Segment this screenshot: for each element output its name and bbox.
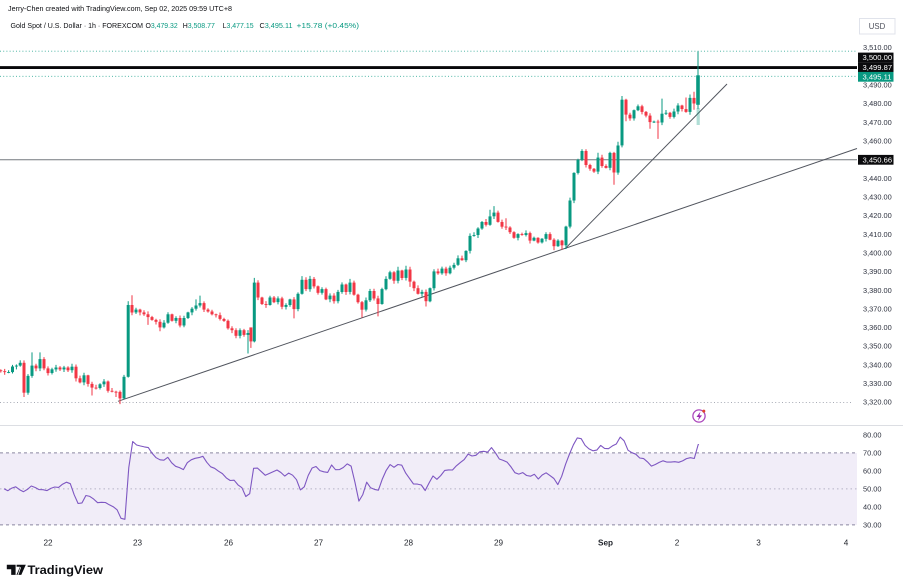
svg-text:50.00: 50.00 (863, 485, 882, 494)
svg-text:3,450.66: 3,450.66 (863, 156, 893, 165)
svg-text:3,400.00: 3,400.00 (863, 248, 892, 257)
svg-text:USD: USD (869, 22, 886, 31)
svg-text:3,430.00: 3,430.00 (863, 193, 892, 202)
svg-text:70.00: 70.00 (863, 449, 882, 458)
svg-text:3,390.00: 3,390.00 (863, 267, 892, 276)
svg-text:29: 29 (494, 539, 504, 548)
svg-text:3,510.00: 3,510.00 (863, 43, 892, 52)
svg-text:3,410.00: 3,410.00 (863, 230, 892, 239)
svg-text:26: 26 (224, 539, 234, 548)
svg-text:3,460.00: 3,460.00 (863, 137, 892, 146)
svg-text:+15.78 (+0.45%): +15.78 (+0.45%) (297, 21, 360, 30)
svg-text:3,350.00: 3,350.00 (863, 342, 892, 351)
svg-text:27: 27 (314, 539, 324, 548)
svg-text:Gold Spot / U.S. Dollar · 1h ·: Gold Spot / U.S. Dollar · 1h · FOREXCOM (11, 21, 144, 30)
svg-text:3,499.87: 3,499.87 (863, 63, 893, 72)
svg-text:3,470.00: 3,470.00 (863, 118, 892, 127)
svg-text:40.00: 40.00 (863, 503, 882, 512)
svg-text:30.00: 30.00 (863, 521, 882, 530)
svg-text:Sep: Sep (598, 539, 613, 548)
svg-text:3,495.11: 3,495.11 (863, 73, 892, 82)
svg-text:22: 22 (43, 539, 53, 548)
svg-text:3,340.00: 3,340.00 (863, 360, 892, 369)
svg-text:3,420.00: 3,420.00 (863, 211, 892, 220)
svg-text:H3,508.77: H3,508.77 (183, 21, 215, 30)
svg-text:3: 3 (756, 539, 761, 548)
svg-text:O3,479.32: O3,479.32 (146, 21, 178, 30)
svg-text:28: 28 (404, 539, 414, 548)
svg-text:3,370.00: 3,370.00 (863, 304, 892, 313)
svg-text:3,360.00: 3,360.00 (863, 323, 892, 332)
svg-text:60.00: 60.00 (863, 467, 882, 476)
svg-text:2: 2 (675, 539, 680, 548)
svg-text:3,320.00: 3,320.00 (863, 398, 892, 407)
svg-text:3,440.00: 3,440.00 (863, 174, 892, 183)
svg-text:4: 4 (844, 539, 849, 548)
svg-text:Jerry-Chen created with Tradin: Jerry-Chen created with TradingView.com,… (8, 4, 232, 13)
svg-text:TradingView: TradingView (28, 563, 104, 577)
svg-text:C3,495.11: C3,495.11 (260, 21, 293, 30)
svg-text:3,380.00: 3,380.00 (863, 286, 892, 295)
svg-text:L3,477.15: L3,477.15 (223, 21, 254, 30)
svg-text:80.00: 80.00 (863, 431, 882, 440)
svg-text:3,490.00: 3,490.00 (863, 81, 892, 90)
svg-text:3,500.00: 3,500.00 (863, 53, 893, 62)
svg-text:3,480.00: 3,480.00 (863, 99, 892, 108)
svg-text:23: 23 (133, 539, 143, 548)
svg-text:3,330.00: 3,330.00 (863, 379, 892, 388)
